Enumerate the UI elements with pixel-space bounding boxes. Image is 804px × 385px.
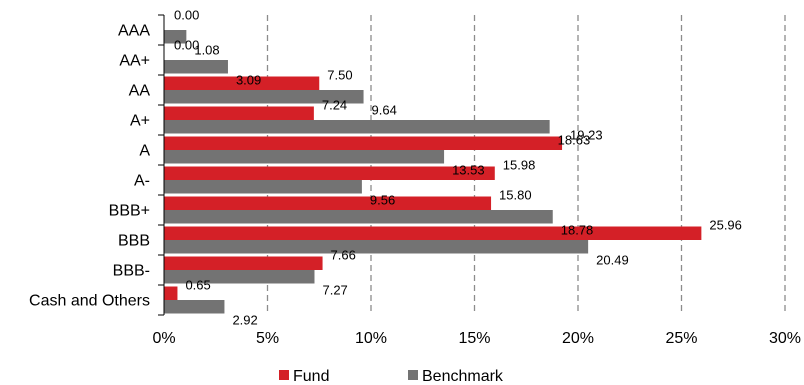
value-label-benchmark: 7.27 <box>322 283 347 298</box>
x-tick-label: 15% <box>458 330 490 347</box>
x-tick-label: 5% <box>256 330 279 347</box>
value-label-benchmark: 9.56 <box>370 193 395 208</box>
bar-benchmark <box>164 240 589 254</box>
bar-fund <box>164 226 702 240</box>
category-label: BBB <box>118 233 150 250</box>
value-label-benchmark: 9.64 <box>372 103 397 118</box>
value-label-fund: 0.65 <box>185 278 210 293</box>
bar-fund <box>164 136 563 150</box>
legend-swatch-fund <box>279 370 289 380</box>
bar-fund <box>164 196 492 210</box>
value-label-fund: 15.80 <box>499 188 532 203</box>
bar-benchmark <box>164 270 315 284</box>
value-label-fund: 19.23 <box>570 128 603 143</box>
bar-fund <box>164 106 314 120</box>
bar-benchmark <box>164 120 550 134</box>
category-label: A <box>139 143 150 160</box>
value-label-benchmark: 2.92 <box>232 313 257 328</box>
value-label-fund: 7.24 <box>322 98 347 113</box>
value-label-benchmark: 1.08 <box>194 43 219 58</box>
value-label-fund: 0.00 <box>174 38 199 53</box>
category-label: A+ <box>130 113 150 130</box>
bar-fund <box>164 166 495 180</box>
x-tick-label: 20% <box>562 330 594 347</box>
legend-label-benchmark: Benchmark <box>422 368 504 385</box>
x-tick-label: 0% <box>152 330 175 347</box>
bars <box>164 30 702 314</box>
axes <box>158 14 165 316</box>
x-tick-label: 25% <box>665 330 697 347</box>
bar-fund <box>164 76 320 90</box>
bar-fund <box>164 286 178 300</box>
bar-benchmark <box>164 180 362 194</box>
value-label-benchmark: 13.53 <box>452 163 485 178</box>
legend-swatch-benchmark <box>408 370 418 380</box>
category-label: AAA <box>118 23 150 40</box>
category-label: BBB- <box>113 263 150 280</box>
bar-fund <box>164 256 323 270</box>
x-tick-label: 10% <box>355 330 387 347</box>
legend-label-fund: Fund <box>293 368 329 385</box>
labels: 0% 5% 10% 15% 20% 25% 30%AAA0.001.08AA+0.003.0… <box>29 8 801 348</box>
value-label-fund: 15.98 <box>503 158 536 173</box>
value-label-benchmark: 18.78 <box>561 223 594 238</box>
category-label: Cash and Others <box>29 293 150 310</box>
category-label: A- <box>134 173 150 190</box>
category-label: AA+ <box>119 53 150 70</box>
value-label-benchmark: 18.63 <box>558 133 591 148</box>
bar-benchmark <box>164 60 228 74</box>
value-label-fund: 25.96 <box>709 218 742 233</box>
bar-benchmark <box>164 30 187 44</box>
bar-benchmark <box>164 300 225 314</box>
x-tick-label: 30% <box>769 330 801 347</box>
category-label: BBB+ <box>109 203 150 220</box>
value-label-fund: 7.66 <box>331 248 356 263</box>
bar-benchmark <box>164 90 364 104</box>
legend: Fund Benchmark <box>279 368 504 385</box>
bar-benchmark <box>164 210 553 224</box>
category-label: AA <box>129 83 151 100</box>
bar-benchmark <box>164 150 445 164</box>
value-label-benchmark: 3.09 <box>236 73 261 88</box>
value-label-fund: 0.00 <box>174 8 199 23</box>
value-label-fund: 7.50 <box>327 68 352 83</box>
value-label-benchmark: 20.49 <box>596 253 629 268</box>
